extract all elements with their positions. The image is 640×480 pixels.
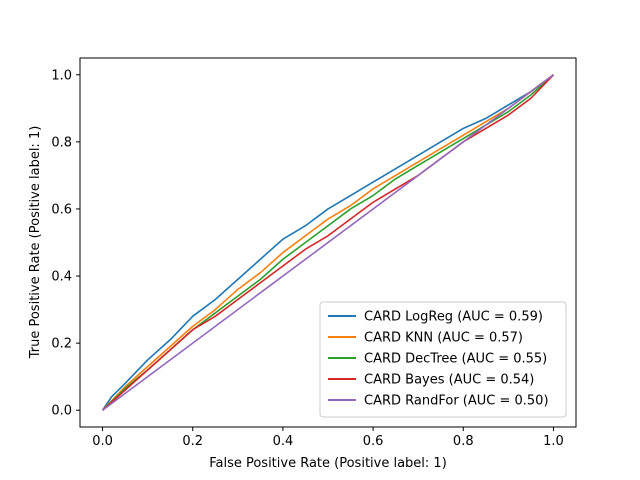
plot-frame <box>79 57 577 428</box>
x-tick-label: 0.2 <box>182 434 203 449</box>
series-line-3 <box>102 74 555 411</box>
legend: CARD LogReg (AUC = 0.59) CARD KNN (AUC = … <box>319 301 567 418</box>
series-line-4 <box>102 74 554 411</box>
legend-label-4: CARD RandFor (AUC = 0.50) <box>364 394 549 409</box>
x-axis-label: False Positive Rate (Positive label: 1) <box>209 456 447 471</box>
series-line-0 <box>101 74 554 411</box>
legend-label-3: CARD Bayes (AUC = 0.54) <box>364 373 534 388</box>
x-tick-label: 0.6 <box>363 434 384 449</box>
legend-label-1: CARD KNN (AUC = 0.57) <box>364 331 523 346</box>
x-tick-label: 0.8 <box>453 434 474 449</box>
y-tick-label: 0.2 <box>51 337 72 352</box>
x-axis: 0.0 0.2 0.4 0.6 0.8 1.0 <box>92 427 564 449</box>
series-layer <box>101 74 555 411</box>
y-tick-label: 0.6 <box>51 202 72 217</box>
y-tick-label: 0.4 <box>51 270 72 285</box>
series-line-1 <box>101 74 554 411</box>
legend-label-2: CARD DecTree (AUC = 0.55) <box>364 352 547 367</box>
legend-box <box>319 301 567 418</box>
y-axis: 0.0 0.2 0.4 0.6 0.8 1.0 <box>51 68 80 419</box>
y-tick-label: 1.0 <box>51 68 72 83</box>
x-tick-label: 0.0 <box>92 434 113 449</box>
y-tick-label: 0.8 <box>51 135 72 150</box>
legend-label-0: CARD LogReg (AUC = 0.59) <box>364 310 543 325</box>
y-axis-label: True Positive Rate (Positive label: 1) <box>28 126 43 360</box>
y-tick-label: 0.0 <box>51 404 72 419</box>
x-tick-label: 1.0 <box>543 434 564 449</box>
x-tick-label: 0.4 <box>273 434 294 449</box>
